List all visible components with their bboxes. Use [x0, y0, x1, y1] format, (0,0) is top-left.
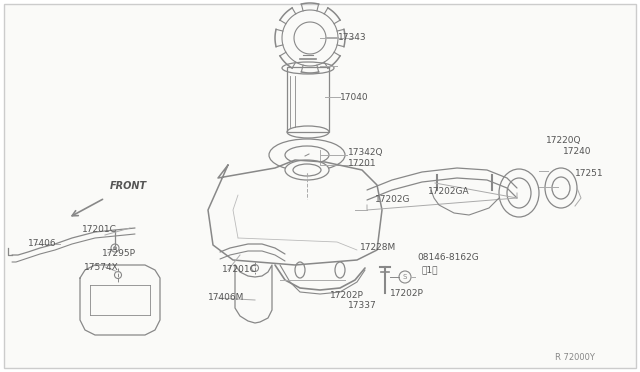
Text: 17343: 17343 — [338, 32, 367, 42]
Text: 17201: 17201 — [348, 158, 376, 167]
Text: （1）: （1） — [422, 266, 438, 275]
Text: S: S — [403, 274, 407, 280]
Text: 17202GA: 17202GA — [428, 187, 470, 196]
Text: 17201C: 17201C — [82, 225, 117, 234]
Text: 17228M: 17228M — [360, 244, 396, 253]
Text: 17202P: 17202P — [390, 289, 424, 298]
Text: 17574X: 17574X — [84, 263, 119, 272]
Circle shape — [113, 247, 116, 250]
Text: 17251: 17251 — [575, 169, 604, 177]
Bar — [287, 67, 329, 132]
Text: 17202P: 17202P — [330, 291, 364, 299]
FancyBboxPatch shape — [4, 4, 636, 368]
Text: 08146-8162G: 08146-8162G — [417, 253, 479, 263]
Text: 17220Q: 17220Q — [546, 135, 582, 144]
Ellipse shape — [293, 164, 321, 176]
Text: 17202G: 17202G — [375, 196, 410, 205]
Text: 17295P: 17295P — [102, 248, 136, 257]
Text: 17201C: 17201C — [222, 266, 257, 275]
Text: R 72000Y: R 72000Y — [555, 353, 595, 362]
Text: 17406: 17406 — [28, 240, 56, 248]
Text: FRONT: FRONT — [110, 181, 147, 191]
Text: 17337: 17337 — [348, 301, 377, 311]
Ellipse shape — [285, 160, 329, 180]
Text: 17342Q: 17342Q — [348, 148, 383, 157]
Text: 17040: 17040 — [340, 93, 369, 102]
Text: 17406M: 17406M — [208, 294, 244, 302]
Text: 17240: 17240 — [563, 148, 591, 157]
